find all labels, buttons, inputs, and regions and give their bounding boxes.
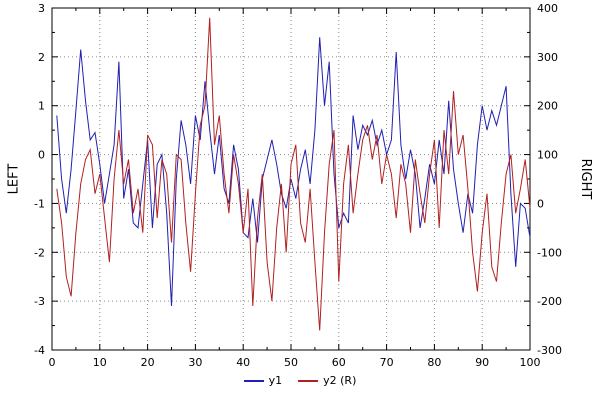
y1-line-swatch [243, 379, 264, 382]
right-tick-label: -200 [537, 295, 562, 308]
right-tick-label: -100 [537, 246, 562, 259]
x-tick-label: 0 [49, 356, 56, 369]
x-tick-label: 70 [380, 356, 394, 369]
x-tick-label: 50 [284, 356, 298, 369]
right-axis-title: RIGHT [578, 158, 594, 200]
y2-line-swatch [298, 379, 319, 382]
x-tick-label: 90 [475, 356, 489, 369]
series-line-y2--r- [56, 17, 531, 331]
legend-label-y1: y1 [268, 374, 283, 387]
x-tick-label: 80 [427, 356, 441, 369]
right-tick-label: 200 [537, 100, 558, 113]
right-tick-label: 100 [537, 149, 558, 162]
left-tick-label: -1 [34, 197, 45, 210]
legend-label-y2: y2 (R) [323, 374, 357, 387]
right-tick-label: 300 [537, 51, 558, 64]
left-tick-label: -2 [34, 246, 45, 259]
right-tick-label: -300 [537, 344, 562, 357]
x-tick-label: 30 [188, 356, 202, 369]
left-tick-label: 3 [38, 2, 45, 15]
left-axis-title: LEFT [6, 163, 22, 195]
left-tick-label: 2 [38, 51, 45, 64]
left-tick-label: -3 [34, 295, 45, 308]
x-tick-label: 100 [520, 356, 541, 369]
legend: y1 y2 (R) [0, 374, 600, 387]
series-line-y1 [56, 37, 531, 307]
right-tick-label: 400 [537, 2, 558, 15]
x-tick-label: 40 [236, 356, 250, 369]
x-tick-label: 10 [93, 356, 107, 369]
x-tick-label: 60 [332, 356, 346, 369]
legend-item-y1: y1 [243, 374, 283, 387]
left-tick-label: -4 [34, 344, 45, 357]
left-tick-label: 0 [38, 149, 45, 162]
legend-item-y2: y2 (R) [298, 374, 356, 387]
right-tick-label: 0 [537, 197, 544, 210]
left-tick-label: 1 [38, 100, 45, 113]
x-tick-label: 20 [141, 356, 155, 369]
